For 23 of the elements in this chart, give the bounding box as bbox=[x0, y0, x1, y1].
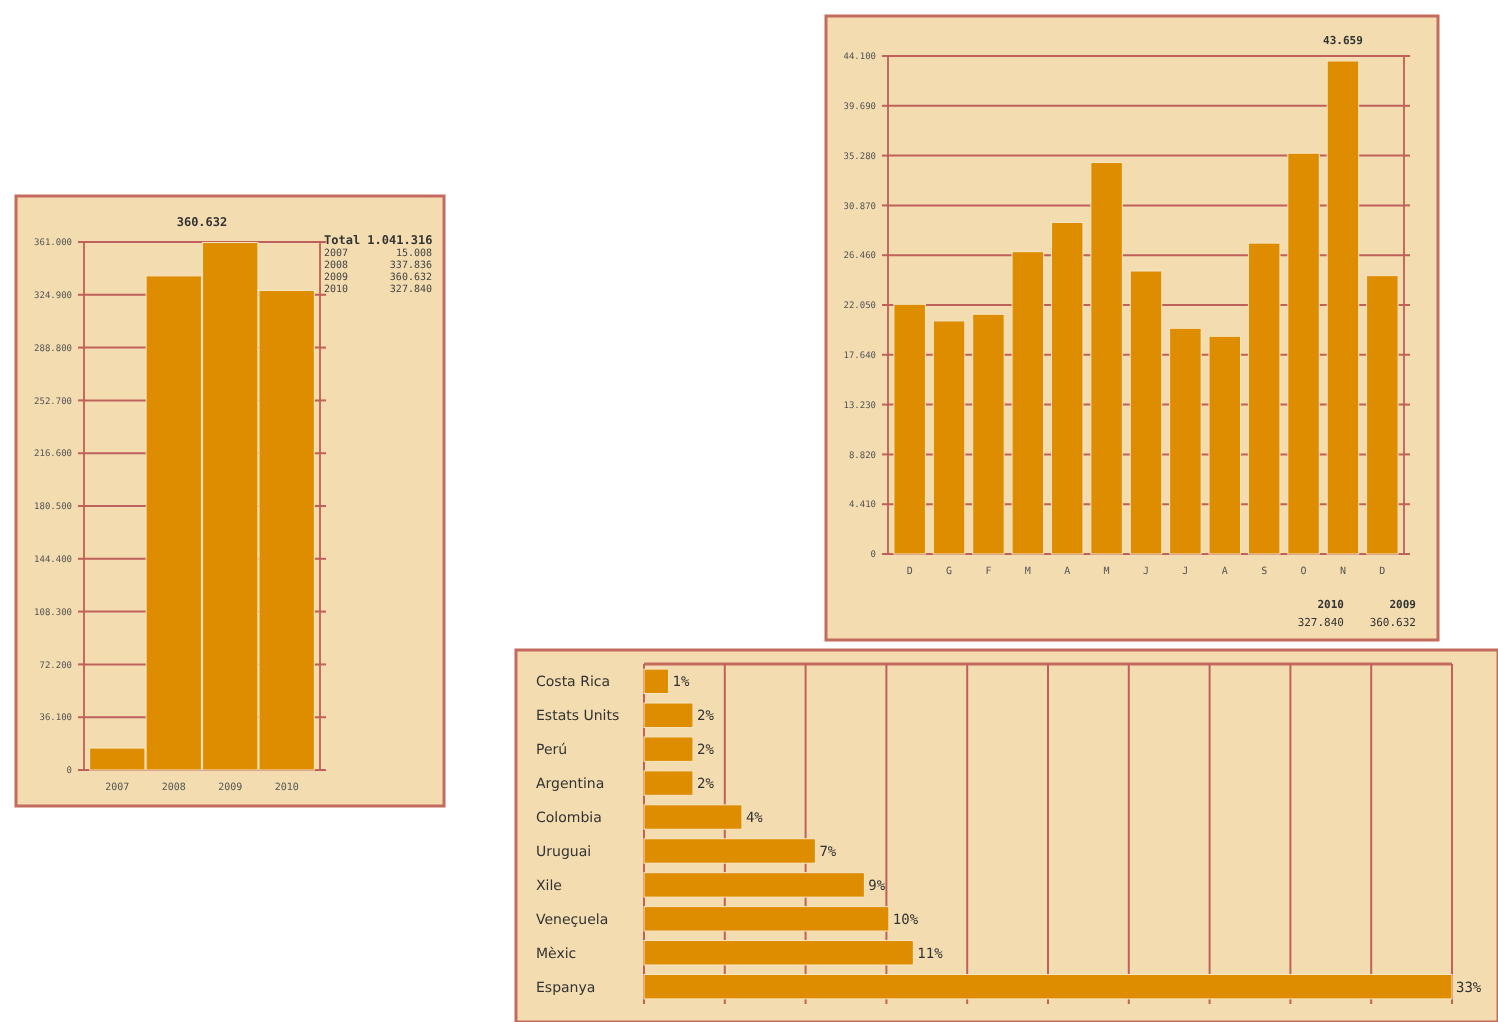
bar bbox=[643, 906, 890, 932]
bar bbox=[643, 668, 669, 695]
bar bbox=[932, 320, 966, 555]
bar bbox=[643, 872, 865, 898]
bar bbox=[643, 838, 816, 864]
bar bbox=[1169, 327, 1202, 555]
bar bbox=[643, 702, 694, 728]
bar bbox=[1208, 335, 1242, 555]
bar bbox=[893, 303, 926, 555]
bar bbox=[1326, 60, 1360, 555]
bar bbox=[1090, 161, 1123, 555]
bar bbox=[643, 973, 1453, 1000]
bar bbox=[643, 940, 914, 966]
bar bbox=[1129, 270, 1163, 555]
bar bbox=[1287, 152, 1320, 555]
bar bbox=[643, 804, 743, 830]
bar bbox=[972, 313, 1005, 555]
bar bbox=[643, 736, 694, 762]
bar bbox=[1011, 251, 1045, 555]
bar bbox=[1050, 221, 1084, 555]
bar bbox=[643, 770, 694, 796]
bar bbox=[1247, 242, 1281, 555]
bar bbox=[1366, 275, 1399, 555]
